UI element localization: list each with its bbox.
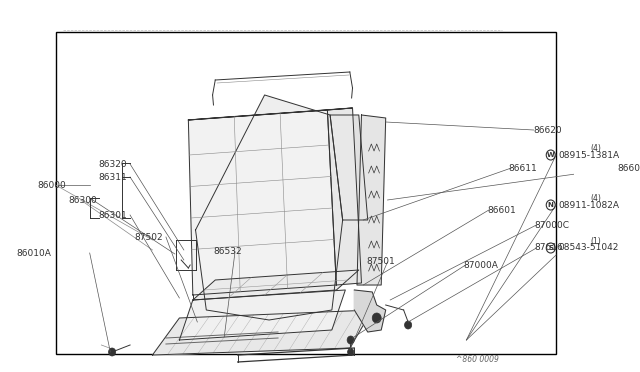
Polygon shape [357, 115, 386, 285]
Polygon shape [188, 108, 353, 120]
Text: (1): (1) [590, 237, 601, 246]
Polygon shape [355, 290, 386, 332]
Polygon shape [193, 270, 359, 300]
Text: ^860 0009: ^860 0009 [456, 355, 499, 364]
Text: 87000A: 87000A [464, 260, 499, 269]
Polygon shape [152, 310, 372, 355]
Text: 86620: 86620 [534, 125, 563, 135]
Text: 86601: 86601 [487, 205, 516, 215]
Text: (4): (4) [590, 193, 601, 202]
Text: 87501: 87501 [366, 257, 395, 266]
Polygon shape [328, 108, 362, 285]
Text: 86311: 86311 [99, 173, 127, 182]
Text: 86000: 86000 [38, 180, 67, 189]
Text: 86300: 86300 [68, 196, 97, 205]
Text: 08915-1381A: 08915-1381A [558, 151, 619, 160]
Text: 08543-51042: 08543-51042 [558, 244, 618, 253]
Text: 86611: 86611 [509, 164, 538, 173]
Text: 86010A: 86010A [16, 248, 51, 257]
Text: (4): (4) [590, 144, 601, 153]
Text: 86301: 86301 [99, 211, 127, 219]
Text: 86532: 86532 [214, 247, 242, 257]
Circle shape [372, 313, 381, 323]
Polygon shape [196, 95, 342, 320]
Bar [56, 32, 556, 354]
Text: W: W [547, 152, 555, 158]
Text: 86600: 86600 [617, 164, 640, 173]
Polygon shape [330, 115, 368, 220]
Circle shape [348, 349, 354, 356]
Text: 86320: 86320 [99, 160, 127, 169]
Text: 87502: 87502 [134, 232, 163, 241]
Text: 08911-1082A: 08911-1082A [558, 201, 619, 209]
Circle shape [347, 336, 355, 344]
Text: S: S [548, 245, 553, 251]
Polygon shape [179, 290, 346, 340]
Circle shape [404, 321, 412, 329]
Polygon shape [188, 110, 337, 295]
Text: N: N [548, 202, 554, 208]
Circle shape [109, 348, 116, 356]
Text: 87616: 87616 [534, 244, 563, 253]
Text: 87000C: 87000C [534, 221, 570, 230]
